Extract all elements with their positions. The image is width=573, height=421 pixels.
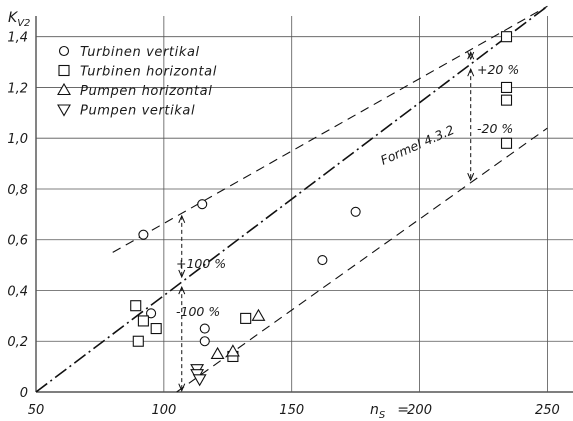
point-turbinen-horizontal	[150, 323, 162, 335]
x-tick-label: 50	[28, 403, 45, 418]
grid	[35, 16, 573, 393]
arrow-plus100-head	[178, 214, 186, 224]
arrow-plus20-head	[467, 51, 475, 61]
formula-label: Formel 4.3.2	[378, 122, 456, 168]
point-turbinen-horizontal	[130, 300, 142, 312]
point-pumpen-horizontal	[210, 346, 225, 359]
point-turbinen-vertikal	[197, 199, 208, 210]
arrow-minus100-head	[178, 285, 186, 295]
x-tick-label: 250	[535, 403, 560, 418]
legend-entry: Turbinen vertikal	[80, 45, 200, 60]
y-tick-label: 0,6	[7, 234, 28, 249]
plus20-label: +20 %	[477, 62, 519, 77]
arrow-minus20-head	[467, 67, 475, 77]
minus20-label: -20 %	[477, 121, 513, 136]
point-turbinen-vertikal	[317, 254, 328, 266]
point-turbinen-horizontal	[500, 31, 513, 43]
point-turbinen-vertikal	[350, 206, 361, 217]
x-axis-label: nS =	[370, 402, 409, 421]
legend: Turbinen vertikal Turbinen horizontal Pump…	[57, 45, 217, 119]
arrow-minus100-head	[178, 383, 186, 393]
legend-entry: Pumpen horizontal	[80, 84, 212, 99]
x-tick-label: 100	[151, 403, 176, 418]
line-formula	[35, 5, 548, 393]
point-turbinen-vertikal	[199, 336, 210, 347]
x-tick-label: 200	[407, 403, 432, 418]
legend-marker-triangle-down	[57, 104, 71, 117]
y-tick-label: 0,8	[7, 183, 28, 198]
legend-marker-square	[58, 64, 70, 77]
data-points	[130, 31, 513, 387]
legend-marker-circle	[58, 45, 70, 57]
arrow-plus20-head	[467, 50, 475, 60]
point-turbinen-horizontal	[137, 315, 149, 327]
y-tick-label: 1,2	[7, 81, 28, 96]
point-pumpen-vertikal	[192, 374, 207, 387]
arrow-plus100-head	[178, 269, 186, 279]
arrow-minus20-head	[467, 172, 475, 182]
point-turbinen-vertikal	[138, 229, 149, 240]
y-tick-label: 0,4	[7, 284, 28, 299]
x-tick-label: 150	[279, 403, 304, 418]
point-turbinen-vertikal	[199, 323, 210, 334]
legend-entry: Pumpen vertikal	[80, 104, 195, 119]
legend-entry: Turbinen horizontal	[80, 65, 217, 80]
point-turbinen-horizontal	[500, 137, 513, 149]
point-turbinen-horizontal	[500, 81, 513, 93]
minus100-label: -100 %	[176, 304, 220, 319]
y-axis-label: KV2	[8, 10, 30, 29]
tick-labels: 50 100 150 250 200 0 0,2 0,4 0,6 0,8 1,0 1,2 1,4	[7, 31, 560, 418]
point-pumpen-horizontal	[225, 344, 240, 357]
point-turbinen-horizontal	[132, 335, 144, 347]
y-tick-label: 0,2	[7, 335, 28, 350]
y-tick-label: 1,0	[7, 132, 28, 147]
point-turbinen-horizontal	[500, 94, 513, 106]
reference-lines	[35, 5, 548, 393]
line-upper	[112, 5, 548, 253]
deviation-arrows	[178, 50, 475, 393]
y-tick-label: 1,4	[7, 31, 28, 46]
y-tick-label: 0	[20, 386, 28, 401]
line-lower	[176, 127, 548, 393]
plus100-label: +100 %	[176, 256, 226, 271]
point-pumpen-horizontal	[251, 308, 266, 321]
legend-marker-triangle-up	[57, 82, 71, 96]
point-turbinen-horizontal	[240, 312, 252, 324]
